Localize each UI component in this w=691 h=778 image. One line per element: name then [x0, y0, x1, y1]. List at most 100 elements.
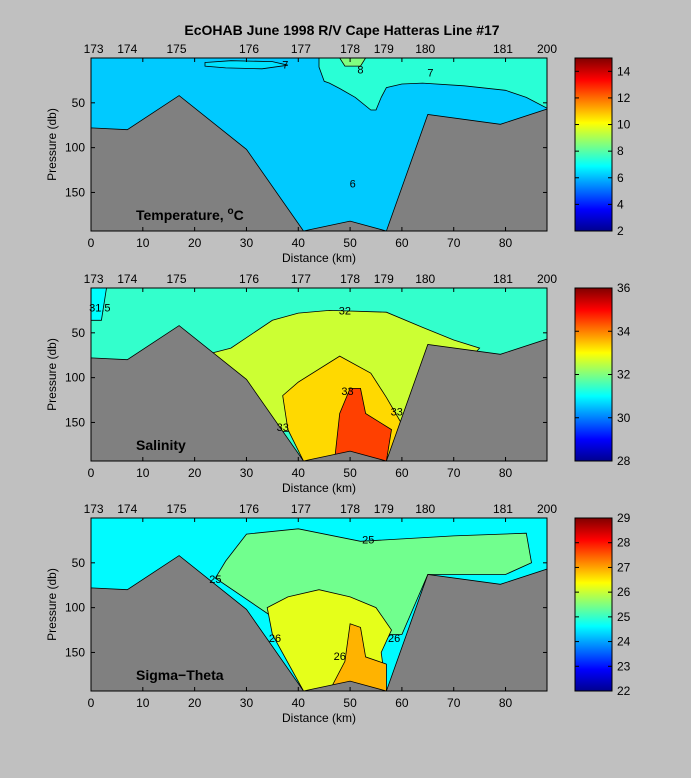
- colorbar-tick-label: 28: [617, 536, 631, 550]
- x-tick-label: 60: [395, 696, 409, 710]
- colorbar-tick-label: 26: [617, 585, 631, 599]
- station-label: 200: [537, 42, 557, 56]
- colorbar-max-label: 29: [617, 511, 631, 525]
- plot-frame: [90, 287, 548, 462]
- degree-symbol: o: [228, 206, 234, 217]
- station-label: 181: [493, 272, 513, 286]
- contour-label: 31.5: [89, 303, 110, 315]
- station-label: 180: [415, 272, 435, 286]
- y-tick-label: 50: [72, 96, 86, 110]
- y-tick-label: 100: [65, 141, 85, 155]
- colorbar-tick-label: 34: [617, 324, 631, 338]
- colorbar-min-label: 22: [617, 684, 631, 698]
- contour-region: [91, 288, 107, 321]
- x-tick-label: 10: [136, 466, 150, 480]
- x-tick-label: 40: [292, 696, 306, 710]
- x-tick-label: 70: [447, 696, 461, 710]
- x-tick-label: 80: [499, 466, 513, 480]
- station-label: 176: [239, 42, 259, 56]
- colorbar-tick-label: 8: [617, 144, 624, 158]
- station-label: 173: [84, 42, 104, 56]
- panel-label: Sigma−Theta: [136, 667, 224, 683]
- seafloor-bathymetry: [91, 95, 547, 231]
- contour-label: 26: [269, 633, 281, 645]
- station-label: 178: [340, 502, 360, 516]
- contour-region: [204, 60, 288, 70]
- x-axis-label: Distance (km): [282, 251, 356, 265]
- station-label: 176: [239, 502, 259, 516]
- station-label: 200: [537, 502, 557, 516]
- x-tick-label: 0: [88, 236, 95, 250]
- station-label: 174: [117, 502, 137, 516]
- y-tick-label: 150: [65, 185, 85, 199]
- y-axis-label: Pressure (db): [45, 108, 59, 181]
- station-label: 177: [291, 272, 311, 286]
- station-label: 179: [374, 272, 394, 286]
- contour-label: 26: [388, 633, 400, 645]
- station-label: 181: [493, 502, 513, 516]
- station-label: 173: [84, 272, 104, 286]
- x-tick-label: 0: [88, 696, 95, 710]
- contour-label: 33: [341, 386, 353, 398]
- station-label: 178: [340, 272, 360, 286]
- station-label: 175: [166, 272, 186, 286]
- contour-region: [339, 58, 367, 67]
- contour-label: 8: [357, 65, 363, 77]
- colorbar-tick-label: 4: [617, 197, 624, 211]
- station-label: 178: [340, 42, 360, 56]
- colorbar: [574, 57, 613, 232]
- contour-label: 26: [334, 651, 346, 663]
- plot-frame: [90, 517, 548, 692]
- y-axis-label: Pressure (db): [45, 338, 59, 411]
- y-tick-label: 50: [72, 326, 86, 340]
- x-tick-label: 30: [240, 236, 254, 250]
- x-axis-label: Distance (km): [282, 481, 356, 495]
- x-tick-label: 20: [188, 236, 202, 250]
- y-axis-label: Pressure (db): [45, 568, 59, 641]
- contour-label: 25: [362, 535, 374, 547]
- panel-temperature-field: [91, 58, 547, 231]
- y-tick-label: 150: [65, 415, 85, 429]
- colorbar-tick-label: 14: [617, 64, 631, 78]
- station-label: 177: [291, 502, 311, 516]
- colorbar-tick-label: 12: [617, 91, 631, 105]
- station-label: 174: [117, 42, 137, 56]
- contour-region: [318, 58, 547, 111]
- panel-label: Temperature, oC: [136, 206, 244, 223]
- contour-label: 7: [427, 67, 433, 79]
- station-label: 174: [117, 272, 137, 286]
- contour-region: [334, 387, 392, 461]
- station-label: 180: [415, 502, 435, 516]
- colorbar-tick-label: 27: [617, 560, 631, 574]
- colorbar-tick-label: 25: [617, 610, 631, 624]
- x-tick-label: 10: [136, 696, 150, 710]
- panel-sigma-theta-field: [91, 518, 547, 691]
- x-tick-label: 50: [343, 236, 357, 250]
- panel-label: Salinity: [136, 437, 186, 453]
- colorbar-tick-label: 23: [617, 659, 631, 673]
- x-tick-label: 80: [499, 236, 513, 250]
- x-tick-label: 20: [188, 696, 202, 710]
- x-tick-label: 50: [343, 466, 357, 480]
- colorbar-min-label: 28: [617, 454, 631, 468]
- y-tick-label: 100: [65, 601, 85, 615]
- contour-label: 25: [209, 574, 221, 586]
- contour-label: 6: [350, 178, 356, 190]
- station-label: 181: [493, 42, 513, 56]
- x-tick-label: 30: [240, 696, 254, 710]
- contour-label: 7: [282, 59, 288, 71]
- x-tick-label: 60: [395, 236, 409, 250]
- x-tick-label: 80: [499, 696, 513, 710]
- station-label: 179: [374, 42, 394, 56]
- x-tick-label: 10: [136, 236, 150, 250]
- colorbar-max-label: 36: [617, 281, 631, 295]
- y-tick-label: 100: [65, 371, 85, 385]
- figure-title: EcOHAB June 1998 R/V Cape Hatteras Line …: [184, 22, 499, 38]
- seafloor-bathymetry: [91, 325, 547, 461]
- colorbar-tick-label: 6: [617, 171, 624, 185]
- y-tick-label: 150: [65, 645, 85, 659]
- station-label: 200: [537, 272, 557, 286]
- panel-salinity-field: [91, 288, 547, 461]
- colorbar-tick-label: 10: [617, 118, 631, 132]
